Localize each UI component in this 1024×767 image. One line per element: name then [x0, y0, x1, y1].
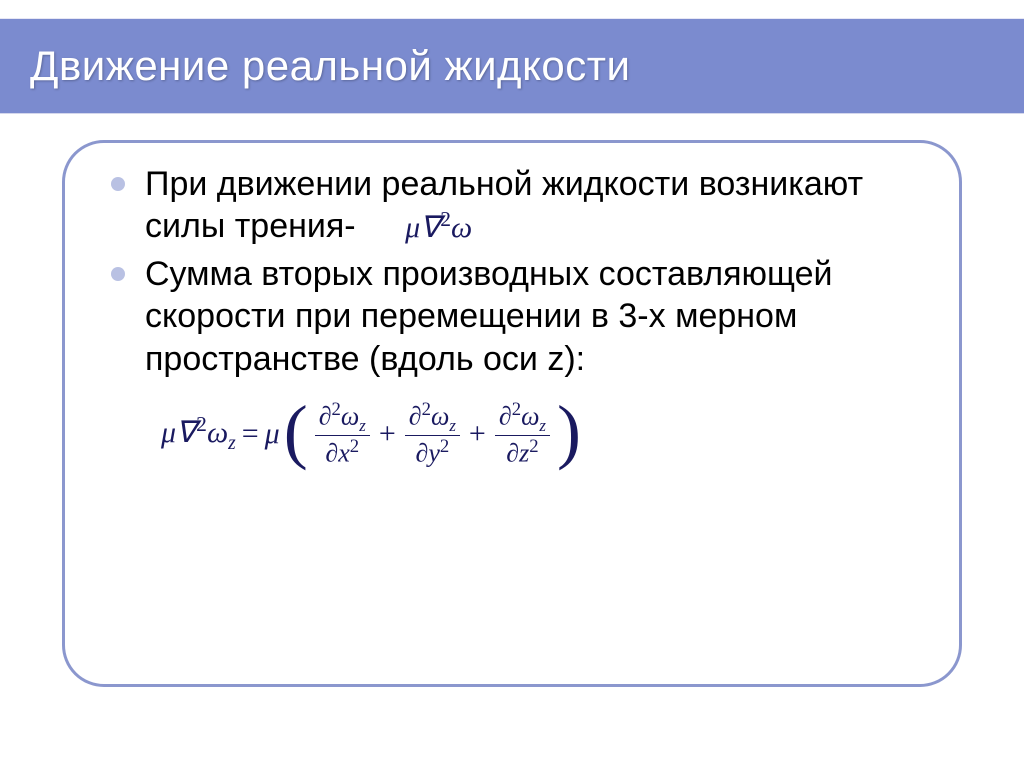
- fraction-denominator: ∂y2: [411, 436, 453, 467]
- inline-formula: μ∇2ω: [405, 211, 472, 244]
- fraction-denominator: ∂z2: [502, 436, 542, 467]
- bullet-item: При движении реальной жидкости возникают…: [111, 163, 913, 247]
- bullet-item: Сумма вторых производных составляющей ск…: [111, 253, 913, 379]
- formula-lhs: μ∇2ωz: [161, 412, 236, 455]
- fraction-numerator: ∂2ωz: [495, 400, 550, 437]
- title-band: Движение реальной жидкости: [0, 18, 1024, 114]
- formula-factor: μ: [265, 417, 280, 451]
- fraction: ∂2ωz ∂z2: [495, 400, 550, 468]
- equals-sign: =: [242, 417, 259, 451]
- bullet-text: Сумма вторых производных составляющей ск…: [145, 255, 833, 377]
- fraction-denominator: ∂x2: [321, 436, 363, 467]
- display-formula: μ∇2ωz = μ ( ∂2ωz ∂x2 + ∂2ωz ∂y2 + ∂2ωz ∂…: [161, 400, 913, 468]
- plus-sign: +: [379, 417, 396, 451]
- bullet-list: При движении реальной жидкости возникают…: [111, 163, 913, 380]
- paren-close-icon: ): [557, 403, 581, 461]
- fraction-numerator: ∂2ωz: [315, 400, 370, 437]
- plus-sign: +: [469, 417, 486, 451]
- slide: Движение реальной жидкости При движении …: [0, 0, 1024, 767]
- fraction-numerator: ∂2ωz: [405, 400, 460, 437]
- content-box: При движении реальной жидкости возникают…: [62, 140, 962, 687]
- bullet-text: При движении реальной жидкости возникают…: [145, 165, 863, 245]
- fraction: ∂2ωz ∂y2: [405, 400, 460, 468]
- slide-title: Движение реальной жидкости: [30, 42, 630, 90]
- paren-open-icon: (: [284, 403, 308, 461]
- fraction: ∂2ωz ∂x2: [315, 400, 370, 468]
